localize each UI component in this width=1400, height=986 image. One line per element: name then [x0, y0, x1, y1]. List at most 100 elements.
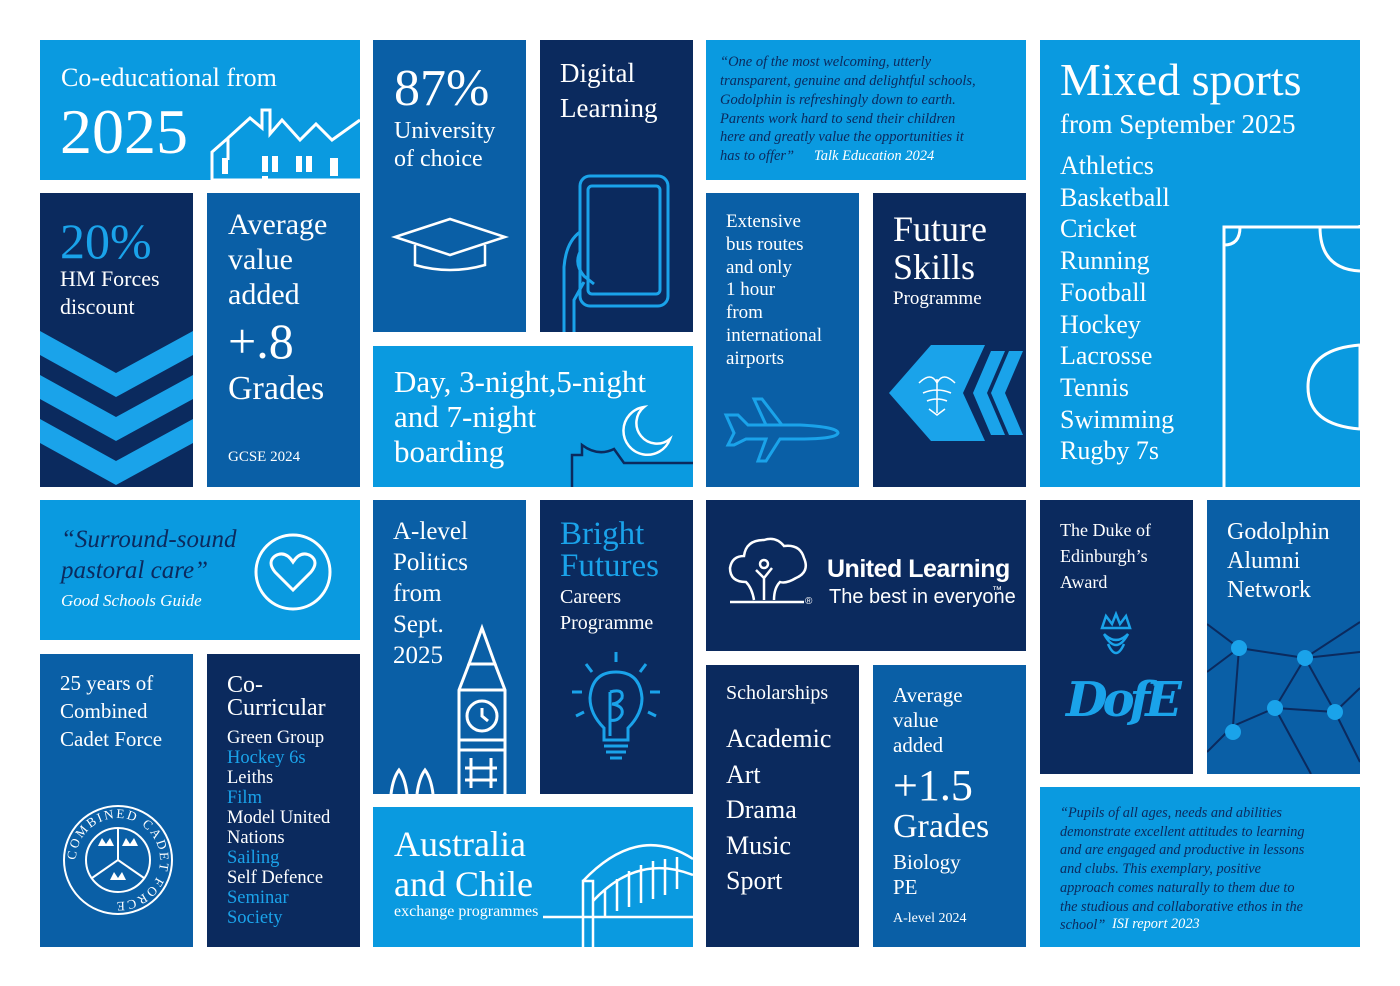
isi-quote-source: ISI report 2023: [1112, 916, 1200, 932]
tile-politics: A-level Politics from Sept. 2025: [373, 500, 526, 794]
coed-year: 2025: [60, 96, 188, 167]
isi-quote-text: “Pupils of all ages, needs and abilities…: [1060, 805, 1305, 934]
cocurricular-item: Seminar: [227, 888, 289, 908]
sports-subtitle: from September 2025: [1060, 109, 1296, 139]
dofe-logo-text: DofE: [1066, 672, 1182, 728]
sport-item: Athletics: [1060, 151, 1154, 180]
bus-text: Extensive bus routes and only 1 hour fro…: [726, 211, 823, 369]
united-name: United Learning: [827, 555, 1010, 583]
tile-exchange: Australia and Chile exchange programmes: [373, 807, 693, 947]
united-registered: ®: [805, 596, 813, 607]
tile-alevel-value-added: Average value added +1.5 Grades Biology …: [873, 665, 1026, 947]
tile-isi-quote: “Pupils of all ages, needs and abilities…: [1040, 787, 1360, 947]
cadet-title: 25 years of Combined Cadet Force: [60, 671, 163, 751]
scholarship-item: Drama: [726, 795, 797, 824]
tablet-icon: [562, 174, 670, 332]
eagle-crest-icon: [889, 345, 1023, 441]
gcse-label: Average value added: [228, 208, 328, 312]
university-percent: 87%: [394, 60, 490, 117]
tile-bright-futures: Bright Futures Careers Programme: [540, 500, 693, 794]
tile-future-skills: Future Skills Programme: [873, 193, 1026, 487]
tile-duke-of-edinburgh: The Duke of Edinburgh’s Award DofE: [1040, 500, 1193, 774]
chevron-rank-icon: [40, 331, 193, 485]
future-title: Future Skills: [893, 209, 987, 287]
cocurricular-item: Sailing: [227, 848, 280, 868]
sport-item: Football: [1060, 277, 1147, 307]
tile-talk-education-quote: “One of the most welcoming, utterly tran…: [706, 40, 1026, 180]
cocurricular-item: Nations: [227, 828, 285, 848]
sports-title: Mixed sports: [1060, 54, 1302, 105]
ccf-badge-icon: COMBINED CADET FORCE: [63, 805, 173, 915]
sports-list: Athletics Basketball Cricket Running Foo…: [1060, 150, 1174, 467]
tile-alumni-network: Godolphin Alumni Network: [1207, 500, 1360, 774]
sport-item: Cricket: [1060, 214, 1137, 244]
talk-quote-source: Talk Education 2024: [814, 148, 935, 164]
tile-mixed-sports: Mixed sports from September 2025 Athleti…: [1040, 40, 1360, 487]
tree-logo-icon: [728, 537, 807, 604]
tile-scholarships: Scholarships Academic Art Drama Music Sp…: [706, 665, 859, 947]
boarding-text: Day, 3-night,5-night and 7-night boardin…: [394, 364, 646, 470]
alevel-subjects: Biology PE: [893, 850, 961, 899]
forces-label: HM Forces discount: [60, 266, 160, 319]
tile-boarding: Day, 3-night,5-night and 7-night boardin…: [373, 346, 693, 487]
cocurricular-item: Model United: [227, 808, 331, 828]
tile-united-learning: United Learning The best in everyone ™ ®: [706, 500, 1026, 651]
cocurricular-list: Green Group Hockey 6s Leiths Film Model …: [227, 728, 330, 928]
tile-university: 87% University of choice: [373, 40, 526, 332]
tile-digital-learning: Digital Learning: [540, 40, 693, 332]
alumni-title: Godolphin Alumni Network: [1227, 519, 1330, 603]
sport-item: Tennis: [1060, 372, 1129, 402]
cocurricular-item: Green Group: [227, 728, 325, 748]
airplane-icon: [723, 397, 840, 463]
future-subtitle: Programme: [893, 288, 982, 309]
tile-pastoral-care: “Surround-sound pastoral care” Good Scho…: [40, 500, 360, 640]
sport-item: Hockey: [1060, 309, 1141, 339]
tile-cadet-force: 25 years of Combined Cadet Force COMBINE…: [40, 654, 193, 947]
exchange-title: Australia and Chile: [394, 824, 533, 904]
harbour-bridge-icon: [543, 844, 693, 947]
heart-icon: [254, 533, 332, 611]
alevel-unit: Grades: [893, 808, 990, 845]
lightbulb-icon: [572, 652, 660, 760]
university-label: University of choice: [394, 118, 496, 172]
sport-item: Swimming: [1060, 404, 1175, 434]
bright-subtitle: Careers Programme: [560, 586, 654, 634]
tile-gcse-value-added: Average value added +.8 Grades GCSE 2024: [207, 193, 360, 487]
cocurricular-item: Self Defence: [227, 868, 324, 888]
pastoral-quote: “Surround-sound pastoral care”: [61, 526, 237, 584]
scholarship-item: Academic: [726, 724, 832, 753]
tile-coeducational: Co-educational from 2025: [40, 40, 360, 180]
exchange-subtitle: exchange programmes: [394, 903, 539, 920]
dofe-logo: DofE: [1066, 672, 1182, 744]
alevel-note: A-level 2024: [893, 911, 967, 926]
gcse-note: GCSE 2024: [228, 449, 301, 465]
tile-co-curricular: Co- Curricular Green Group Hockey 6s Lei…: [207, 654, 360, 947]
house-icon: [210, 108, 360, 180]
tile-bus-routes: Extensive bus routes and only 1 hour fro…: [706, 193, 859, 487]
cocurricular-item: Society: [227, 908, 283, 928]
sport-item: Running: [1060, 246, 1150, 276]
tile-forces-discount: 20% HM Forces discount: [40, 193, 193, 487]
dofe-crown-icon: [1100, 610, 1132, 655]
pastoral-source: Good Schools Guide: [61, 591, 202, 610]
united-tagline: The best in everyone: [829, 586, 1016, 608]
cocurricular-item: Film: [227, 788, 262, 808]
scholarship-item: Music: [726, 830, 791, 860]
graduation-cap-icon: [390, 217, 510, 272]
dofe-title: The Duke of Edinburgh’s Award: [1060, 520, 1151, 593]
talk-quote-text: “One of the most welcoming, utterly tran…: [720, 54, 976, 165]
alevel-value: +1.5: [893, 761, 973, 810]
bright-title: Bright Futures: [560, 516, 659, 584]
big-ben-icon: [389, 623, 507, 794]
scholarships-list: Academic Art Drama Music Sport: [726, 721, 831, 899]
sport-item: Basketball: [1060, 182, 1170, 212]
scholarship-item: Sport: [726, 866, 783, 895]
forces-percent: 20%: [60, 213, 152, 269]
moon-icon: [570, 405, 693, 487]
gcse-value: +.8: [228, 313, 294, 369]
sport-item: Lacrosse: [1060, 341, 1153, 371]
digital-title: Digital Learning: [560, 58, 658, 124]
alevel-label: Average value added: [893, 683, 963, 757]
united-tm: ™: [992, 585, 1002, 596]
scholarship-item: Art: [726, 759, 761, 789]
